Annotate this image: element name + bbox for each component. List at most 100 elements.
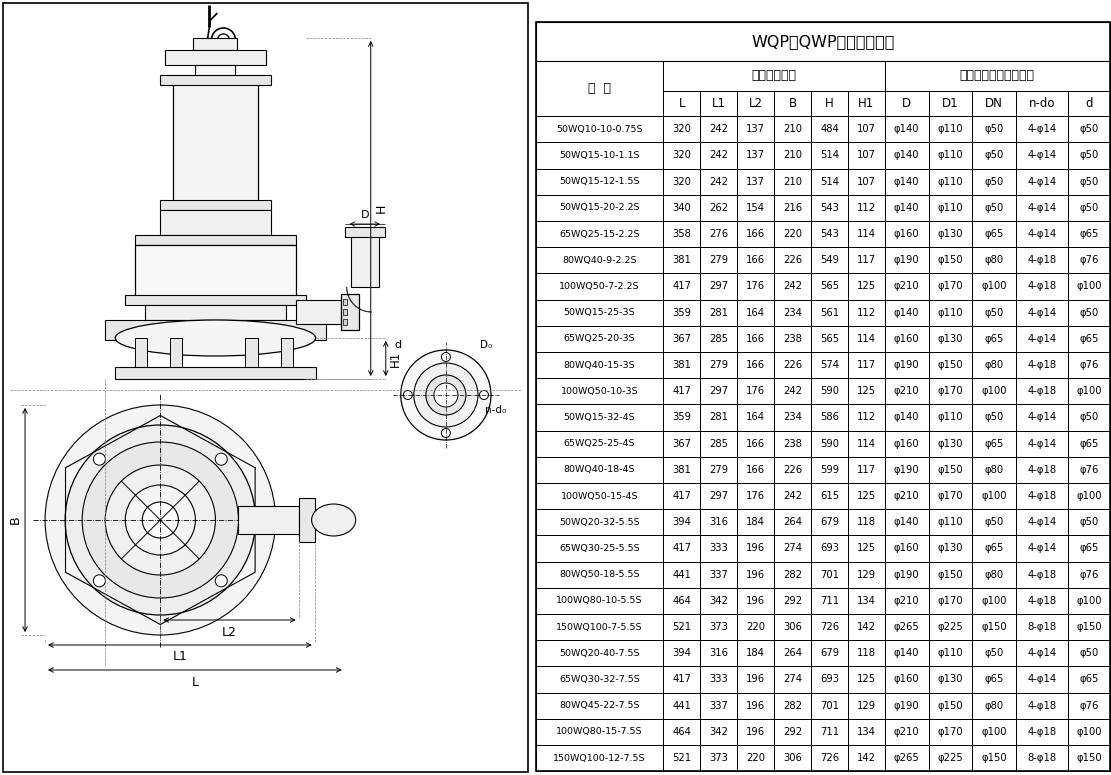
Circle shape — [106, 465, 216, 575]
Text: 417: 417 — [672, 386, 691, 396]
Text: φ110: φ110 — [938, 308, 963, 318]
Text: φ100: φ100 — [1077, 727, 1102, 737]
Text: φ76: φ76 — [1079, 360, 1099, 370]
Circle shape — [93, 453, 106, 465]
Bar — [811, 562, 848, 587]
Text: 367: 367 — [672, 334, 691, 344]
Text: 196: 196 — [747, 543, 765, 553]
Bar — [811, 378, 848, 405]
Text: φ150: φ150 — [1077, 622, 1102, 632]
Bar — [929, 247, 972, 274]
Bar — [811, 143, 848, 168]
Text: 80WQ40-15-3S: 80WQ40-15-3S — [563, 360, 635, 370]
Bar — [136, 338, 148, 367]
Text: 107: 107 — [857, 124, 875, 134]
Bar — [1015, 143, 1068, 168]
Bar — [536, 143, 663, 168]
Text: 281: 281 — [709, 412, 728, 422]
Circle shape — [218, 34, 230, 46]
Bar — [811, 247, 848, 274]
Bar — [738, 456, 774, 483]
Bar — [884, 247, 929, 274]
Text: 216: 216 — [783, 203, 802, 213]
Bar — [811, 587, 848, 614]
Text: 117: 117 — [857, 255, 875, 265]
Bar — [884, 195, 929, 221]
Text: φ50: φ50 — [1080, 648, 1099, 658]
Text: 210: 210 — [783, 124, 802, 134]
Text: 726: 726 — [820, 753, 839, 763]
Bar — [1068, 91, 1110, 116]
Bar — [700, 91, 738, 116]
Bar — [811, 536, 848, 562]
Text: 125: 125 — [857, 491, 875, 501]
Text: φ190: φ190 — [894, 465, 920, 475]
Bar — [1015, 91, 1068, 116]
Bar — [126, 295, 306, 305]
Text: 297: 297 — [709, 386, 728, 396]
Circle shape — [216, 575, 228, 587]
Bar — [536, 116, 663, 143]
Text: 4-φ18: 4-φ18 — [1028, 360, 1057, 370]
Bar — [738, 536, 774, 562]
Bar — [536, 22, 1110, 60]
Text: φ50: φ50 — [1080, 124, 1099, 134]
Text: 184: 184 — [747, 517, 765, 527]
Bar — [536, 693, 663, 718]
Text: 4-φ18: 4-φ18 — [1028, 701, 1057, 711]
Text: H: H — [825, 97, 834, 110]
Text: φ50: φ50 — [984, 412, 1003, 422]
Text: 333: 333 — [709, 543, 728, 553]
Bar — [774, 562, 811, 587]
Circle shape — [46, 405, 276, 635]
Bar — [1068, 352, 1110, 378]
Text: 320: 320 — [672, 150, 691, 160]
Circle shape — [93, 575, 106, 587]
Ellipse shape — [116, 320, 316, 356]
Bar — [811, 326, 848, 352]
Bar — [663, 274, 700, 299]
Bar — [1015, 562, 1068, 587]
Text: 565: 565 — [820, 334, 839, 344]
Bar — [536, 352, 663, 378]
Bar — [972, 718, 1015, 745]
Text: φ50: φ50 — [1080, 150, 1099, 160]
Bar — [774, 274, 811, 299]
Bar — [972, 666, 1015, 693]
Bar — [811, 718, 848, 745]
Text: 693: 693 — [820, 543, 839, 553]
Bar — [1015, 431, 1068, 456]
Text: φ110: φ110 — [938, 648, 963, 658]
Text: φ190: φ190 — [894, 570, 920, 580]
Bar — [1015, 509, 1068, 536]
Circle shape — [142, 502, 179, 538]
Text: 8-φ18: 8-φ18 — [1028, 622, 1057, 632]
Text: φ225: φ225 — [938, 753, 963, 763]
Bar — [929, 509, 972, 536]
Text: φ65: φ65 — [984, 439, 1003, 449]
Bar — [738, 299, 774, 326]
Text: φ50: φ50 — [1080, 177, 1099, 187]
Text: φ65: φ65 — [1079, 334, 1099, 344]
Bar — [884, 693, 929, 718]
Text: 292: 292 — [783, 596, 802, 606]
Bar — [972, 693, 1015, 718]
Text: 166: 166 — [747, 334, 765, 344]
Bar — [1015, 352, 1068, 378]
Bar — [972, 562, 1015, 587]
Bar — [700, 352, 738, 378]
Bar — [738, 718, 774, 745]
Bar — [774, 299, 811, 326]
Bar — [929, 718, 972, 745]
Bar — [663, 116, 700, 143]
Bar — [663, 483, 700, 509]
Text: 50WQ15-25-3S: 50WQ15-25-3S — [563, 308, 635, 317]
Text: φ50: φ50 — [984, 648, 1003, 658]
Text: 226: 226 — [783, 360, 802, 370]
Bar — [929, 405, 972, 431]
Text: φ65: φ65 — [1079, 543, 1099, 553]
Bar — [972, 299, 1015, 326]
Text: 381: 381 — [672, 465, 691, 475]
Bar — [536, 431, 663, 456]
Text: φ170: φ170 — [938, 281, 963, 291]
